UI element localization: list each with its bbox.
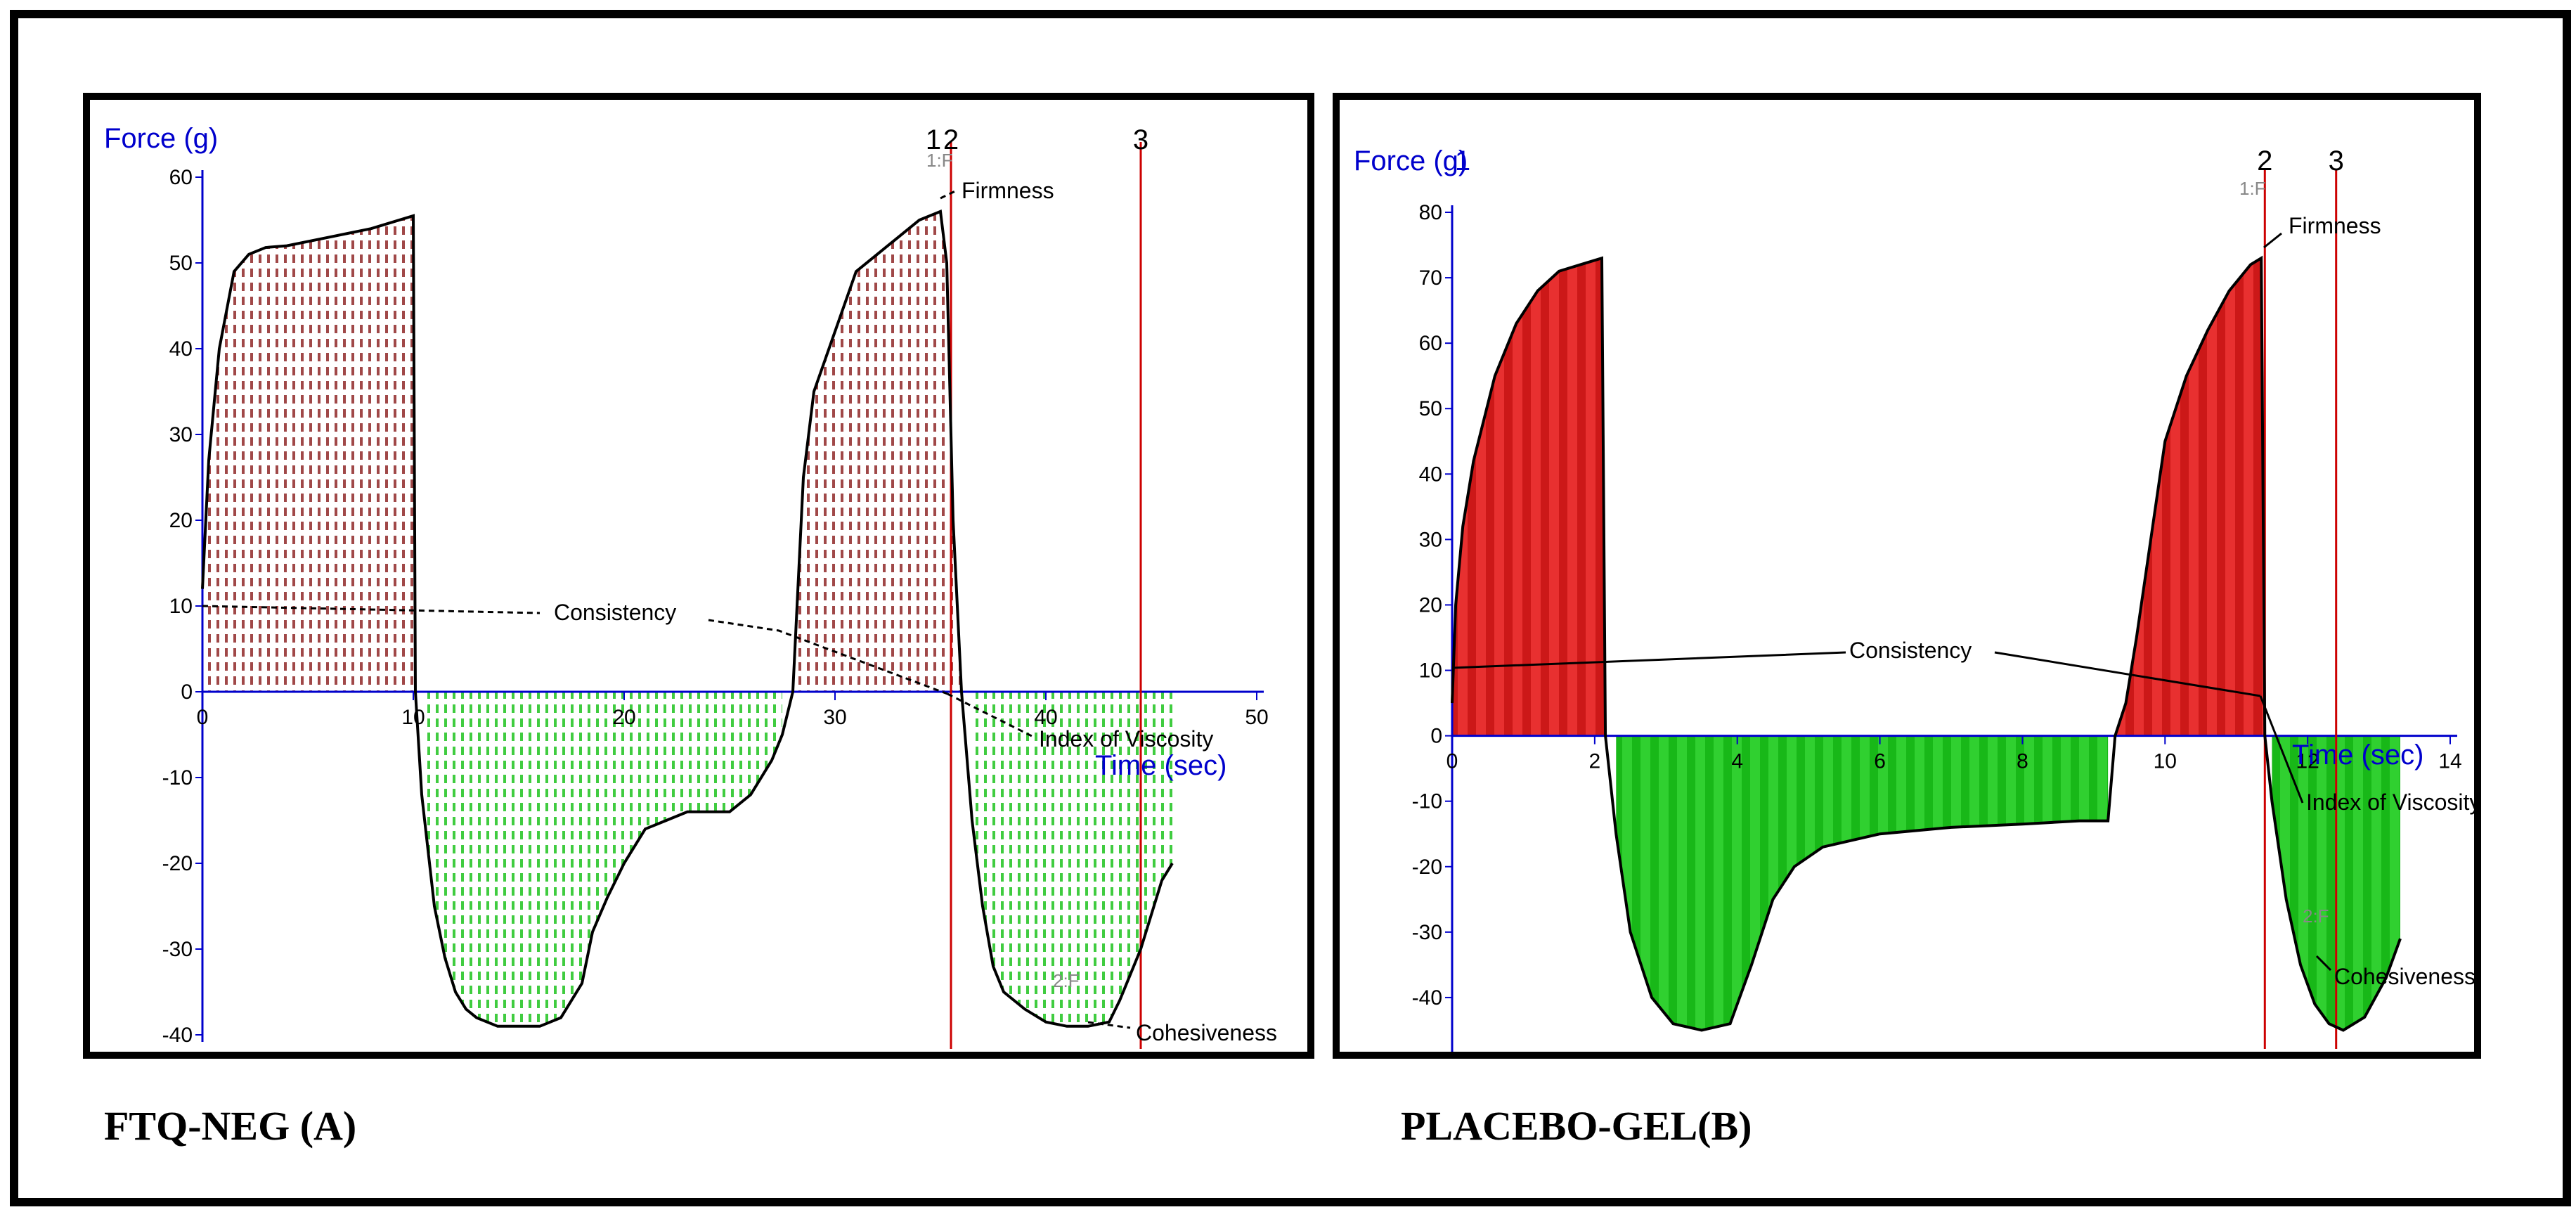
positive-area: [793, 211, 962, 692]
x-axis-title: Time (sec): [1095, 750, 1226, 781]
annotation-label: Cohesiveness: [1136, 1020, 1277, 1045]
data-curve: [1451, 255, 2402, 1032]
annotation-label: Consistency: [554, 600, 676, 625]
y-tick-label: 30: [1419, 528, 1442, 551]
negative-area: [972, 692, 1172, 1026]
marker-number: 2: [2257, 146, 2272, 176]
trough-label: 2:F: [1053, 970, 1080, 991]
x-tick-label: 14: [2438, 750, 2461, 773]
y-tick-label: 40: [1419, 463, 1442, 486]
x-tick-label: 20: [612, 706, 635, 729]
marker-number: 3: [2329, 146, 2344, 176]
y-tick-label: -20: [1412, 856, 1442, 879]
annotation-label: Index of Viscosity: [2306, 789, 2474, 815]
x-tick-label: 8: [2017, 750, 2028, 773]
positive-area: [1452, 258, 1606, 736]
data-curve: [201, 209, 1174, 1028]
y-tick-label: 20: [169, 509, 193, 532]
trough-label: 2:F: [2303, 905, 2329, 927]
positive-area: [202, 215, 415, 692]
y-tick-label: -40: [162, 1024, 193, 1047]
annotation-leader: [202, 605, 948, 695]
annotation-leader: [1087, 1021, 1131, 1029]
annotation-leader: [2259, 695, 2304, 804]
y-tick-label: -40: [1412, 986, 1442, 1010]
x-tick-label: 30: [823, 706, 846, 729]
negative-area: [1616, 735, 2109, 1031]
y-tick-label: 10: [169, 595, 193, 618]
y-tick-label: -20: [162, 852, 193, 875]
chart-panel-b: 80706050403020100-10-20-30-40-5002468101…: [1333, 93, 2481, 1059]
y-tick-label: 0: [181, 681, 193, 704]
y-axis-title: Force (g): [1354, 146, 1468, 176]
y-tick-label: 60: [169, 166, 193, 189]
chart-b-svg: 80706050403020100-10-20-30-40-5002468101…: [1354, 146, 2474, 1052]
annotation-leader: [2263, 232, 2282, 249]
caption-b: PLACEBO-GEL(B): [1401, 1103, 1752, 1149]
y-tick-label: 0: [1430, 725, 1442, 748]
y-tick-label: -10: [1412, 790, 1442, 813]
x-axis-title: Time (sec): [2292, 740, 2423, 771]
y-tick-label: 40: [169, 337, 193, 361]
x-tick-label: 50: [1245, 706, 1268, 729]
annotation-label: Cohesiveness: [2334, 964, 2474, 989]
x-tick-label: 6: [1874, 750, 1886, 773]
y-tick-label: 10: [1419, 659, 1442, 683]
y-tick-label: 20: [1419, 593, 1442, 617]
figure-frame: [10, 10, 2571, 1206]
annotation-label: Index of Viscosity: [1039, 726, 1213, 752]
marker-number: 1: [1455, 146, 1470, 176]
annotation-label: Consistency: [1849, 638, 1972, 663]
marker-number: 2: [943, 124, 959, 155]
marker-number: 3: [1133, 124, 1148, 155]
y-axis-title: Force (g): [104, 123, 218, 154]
annotation-leader: [2315, 955, 2332, 972]
peak-label: 1:F: [2239, 178, 2266, 199]
marker-number: 1: [926, 124, 941, 155]
y-tick-label: 30: [169, 423, 193, 446]
y-tick-label: 70: [1419, 266, 1442, 290]
y-tick-label: 50: [169, 252, 193, 275]
x-tick-label: 10: [2154, 750, 2177, 773]
y-tick-label: 50: [1419, 397, 1442, 420]
y-tick-label: -10: [162, 766, 193, 789]
x-tick-label: 10: [401, 706, 425, 729]
x-tick-label: 0: [197, 706, 209, 729]
x-tick-label: 0: [1446, 750, 1458, 773]
caption-a: FTQ-NEG (A): [104, 1103, 357, 1149]
peak-label: 1:F: [926, 150, 953, 171]
annotation-label: Firmness: [2289, 213, 2381, 238]
positive-area: [2115, 258, 2265, 736]
chart-a-svg: 60 50 40 30 20 10 0 -10 -20 -30 -40 0 10 20 30 40 50 Forc…: [104, 123, 1277, 1049]
annotation-leader: [1451, 651, 2261, 697]
annotation-leader: [940, 188, 959, 200]
annotation-label: Firmness: [962, 178, 1054, 203]
y-tick-label: 60: [1419, 332, 1442, 355]
y-tick-label: -30: [1412, 921, 1442, 944]
x-tick-label: 40: [1034, 706, 1057, 729]
x-tick-label: 4: [1731, 750, 1743, 773]
y-tick-label: 80: [1419, 201, 1442, 224]
x-tick-label: 12: [2296, 750, 2319, 773]
y-tick-label: -30: [162, 938, 193, 961]
x-tick-label: 2: [1589, 750, 1601, 773]
negative-area: [422, 692, 782, 1026]
chart-panel-a: 60 50 40 30 20 10 0 -10 -20 -30 -40 0 10 20 30 40 50 Forc…: [83, 93, 1314, 1059]
